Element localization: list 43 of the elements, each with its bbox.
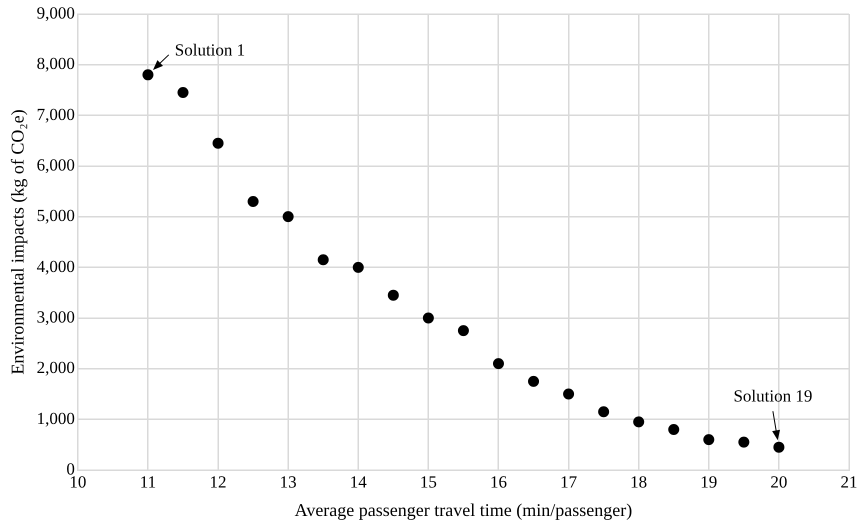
point xyxy=(458,325,469,336)
point xyxy=(633,416,644,428)
y-axis-title: Environmental impacts (kg of CO₂e) xyxy=(8,109,28,375)
x-tick-label: 20 xyxy=(770,472,788,492)
y-tick-label: 6,000 xyxy=(36,155,75,174)
point xyxy=(178,87,189,98)
x-tick-label: 12 xyxy=(210,472,227,492)
y-tick-label: 2,000 xyxy=(36,358,75,378)
y-tick-label: 1,000 xyxy=(36,408,75,428)
x-tick-label: 13 xyxy=(280,472,297,492)
y-tick-label: 8,000 xyxy=(36,54,75,74)
y-tick-label: 5,000 xyxy=(36,206,75,226)
point xyxy=(563,388,574,400)
x-tick-label: 21 xyxy=(840,472,858,492)
y-tick-label: 4,000 xyxy=(36,256,75,276)
point xyxy=(422,312,434,324)
x-tick-label: 15 xyxy=(420,472,437,492)
annotation: Solution 1 xyxy=(174,40,246,60)
x-tick-label: 16 xyxy=(490,472,507,492)
point xyxy=(703,434,714,446)
point xyxy=(598,406,610,418)
point xyxy=(773,442,784,453)
point xyxy=(248,196,259,207)
x-tick-label: 19 xyxy=(700,472,718,492)
point xyxy=(388,290,399,301)
point xyxy=(668,424,680,435)
point xyxy=(282,211,294,222)
point xyxy=(212,138,224,149)
x-tick-label: 11 xyxy=(140,472,156,492)
point xyxy=(528,376,540,387)
y-tick-label: 7,000 xyxy=(36,104,75,124)
point xyxy=(738,436,750,448)
x-tick-label: 14 xyxy=(350,472,368,492)
point xyxy=(352,262,364,273)
annotation: Solution 19 xyxy=(733,386,812,406)
point xyxy=(142,69,154,80)
y-tick-label: 9,000 xyxy=(36,3,75,22)
x-tick-label: 17 xyxy=(560,472,578,492)
point xyxy=(318,254,329,266)
x-tick-label: 18 xyxy=(630,472,648,492)
point xyxy=(492,358,504,370)
x-axis-title: Average passenger travel time (min/passenger) xyxy=(294,500,632,520)
y-tick-label: 3,000 xyxy=(36,307,75,326)
